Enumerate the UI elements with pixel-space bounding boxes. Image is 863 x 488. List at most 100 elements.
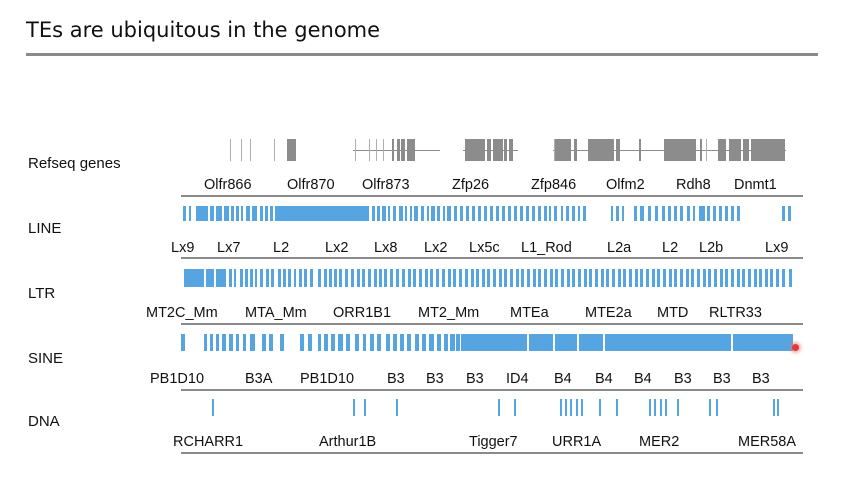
sine-element bbox=[579, 334, 603, 351]
gene-exon bbox=[274, 139, 275, 161]
line-element bbox=[275, 206, 369, 221]
line-element bbox=[707, 206, 710, 221]
ltr-element bbox=[266, 269, 269, 287]
sine-element-label: B3 bbox=[713, 371, 731, 387]
line-element bbox=[514, 206, 517, 221]
sine-element bbox=[415, 334, 419, 351]
line-element bbox=[520, 206, 523, 221]
ltr-element bbox=[669, 269, 672, 287]
ltr-element bbox=[680, 269, 683, 287]
ltr-element bbox=[379, 269, 382, 287]
ltr-element bbox=[294, 269, 296, 287]
dna-element bbox=[660, 399, 662, 416]
ltr-element bbox=[288, 269, 291, 287]
gene-exon bbox=[664, 139, 696, 161]
line-element bbox=[388, 206, 390, 221]
sine-element bbox=[262, 334, 266, 351]
ltr-element bbox=[538, 269, 541, 287]
gene-exon bbox=[504, 139, 507, 161]
ltr-element bbox=[345, 269, 348, 287]
line-element bbox=[496, 206, 499, 221]
line-element bbox=[447, 206, 451, 221]
line-element bbox=[437, 206, 440, 221]
gene-label: Zfp846 bbox=[531, 177, 577, 193]
line-element bbox=[393, 206, 396, 221]
ltr-element-label: ORR1B1 bbox=[333, 305, 392, 321]
gene-intron-line bbox=[353, 150, 440, 151]
ltr-element bbox=[595, 269, 598, 287]
ltr-element-label: RLTR33 bbox=[709, 305, 762, 321]
line-element bbox=[252, 206, 257, 221]
ltr-element bbox=[351, 269, 354, 287]
line-element bbox=[484, 206, 487, 221]
dna-element bbox=[665, 399, 667, 416]
ltr-element bbox=[618, 269, 621, 287]
gene-exon bbox=[616, 139, 620, 161]
ltr-element bbox=[493, 269, 496, 287]
gene-exon bbox=[729, 139, 741, 161]
sine-element bbox=[429, 334, 434, 351]
gene-exon bbox=[574, 139, 577, 161]
line-element bbox=[472, 206, 475, 221]
ltr-element bbox=[686, 269, 689, 287]
ltr-element bbox=[640, 269, 643, 287]
line-element-label: L2 bbox=[273, 240, 290, 256]
gene-label: Olfm2 bbox=[606, 177, 645, 193]
slide-title: TEs are ubiquitous in the genome bbox=[26, 18, 381, 42]
line-element bbox=[687, 206, 690, 221]
ltr-element-label: MTEa bbox=[510, 305, 549, 321]
ltr-element bbox=[255, 269, 257, 287]
line-element-label: Lx5c bbox=[469, 240, 500, 256]
line-element bbox=[616, 206, 619, 221]
dna-element bbox=[777, 399, 779, 416]
line-element bbox=[648, 206, 651, 221]
ltr-element bbox=[754, 269, 757, 287]
sine-element bbox=[280, 334, 284, 351]
dna-element-label: MER58A bbox=[738, 434, 797, 450]
ltr-element bbox=[419, 269, 422, 287]
sine-element bbox=[318, 334, 321, 351]
dna-element bbox=[212, 399, 214, 416]
ltr-element bbox=[184, 269, 204, 287]
line-element bbox=[693, 206, 695, 221]
dna-element bbox=[709, 399, 711, 416]
line-element bbox=[737, 206, 740, 221]
line-element bbox=[478, 206, 481, 221]
sine-element bbox=[450, 334, 455, 351]
sine-element bbox=[204, 334, 207, 351]
line-element bbox=[189, 206, 191, 221]
sine-element-label: ID4 bbox=[506, 371, 529, 387]
ltr-element bbox=[206, 269, 214, 287]
ltr-element bbox=[504, 269, 507, 287]
gene-label: Olfr866 bbox=[204, 177, 252, 193]
ltr-element bbox=[657, 269, 660, 287]
dna-element bbox=[616, 399, 618, 416]
ltr-element bbox=[731, 269, 734, 287]
line-element bbox=[640, 206, 644, 221]
gene-exon bbox=[554, 139, 555, 161]
ltr-element bbox=[334, 269, 337, 287]
ltr-element bbox=[278, 269, 281, 287]
sine-element bbox=[407, 334, 411, 351]
ltr-element bbox=[555, 269, 558, 287]
gene-exon bbox=[700, 139, 702, 161]
ltr-element bbox=[368, 269, 371, 287]
gene-label: Olfr870 bbox=[287, 177, 335, 193]
ltr-element bbox=[374, 269, 377, 287]
line-element bbox=[216, 206, 222, 221]
gene-exon bbox=[465, 139, 485, 161]
ltr-element-label: MT2C_Mm bbox=[146, 305, 218, 321]
sine-element bbox=[216, 334, 219, 351]
line-element bbox=[210, 206, 214, 221]
ltr-element bbox=[708, 269, 711, 287]
sine-element-label: B3 bbox=[466, 371, 484, 387]
ltr-element bbox=[782, 269, 785, 287]
sine-element bbox=[250, 334, 255, 351]
dna-element bbox=[396, 399, 398, 416]
ltr-element bbox=[663, 269, 666, 287]
dna-element bbox=[565, 399, 567, 416]
line-element bbox=[265, 206, 268, 221]
sine-element bbox=[400, 334, 404, 351]
sine-element bbox=[529, 334, 553, 351]
line-element bbox=[236, 206, 239, 221]
